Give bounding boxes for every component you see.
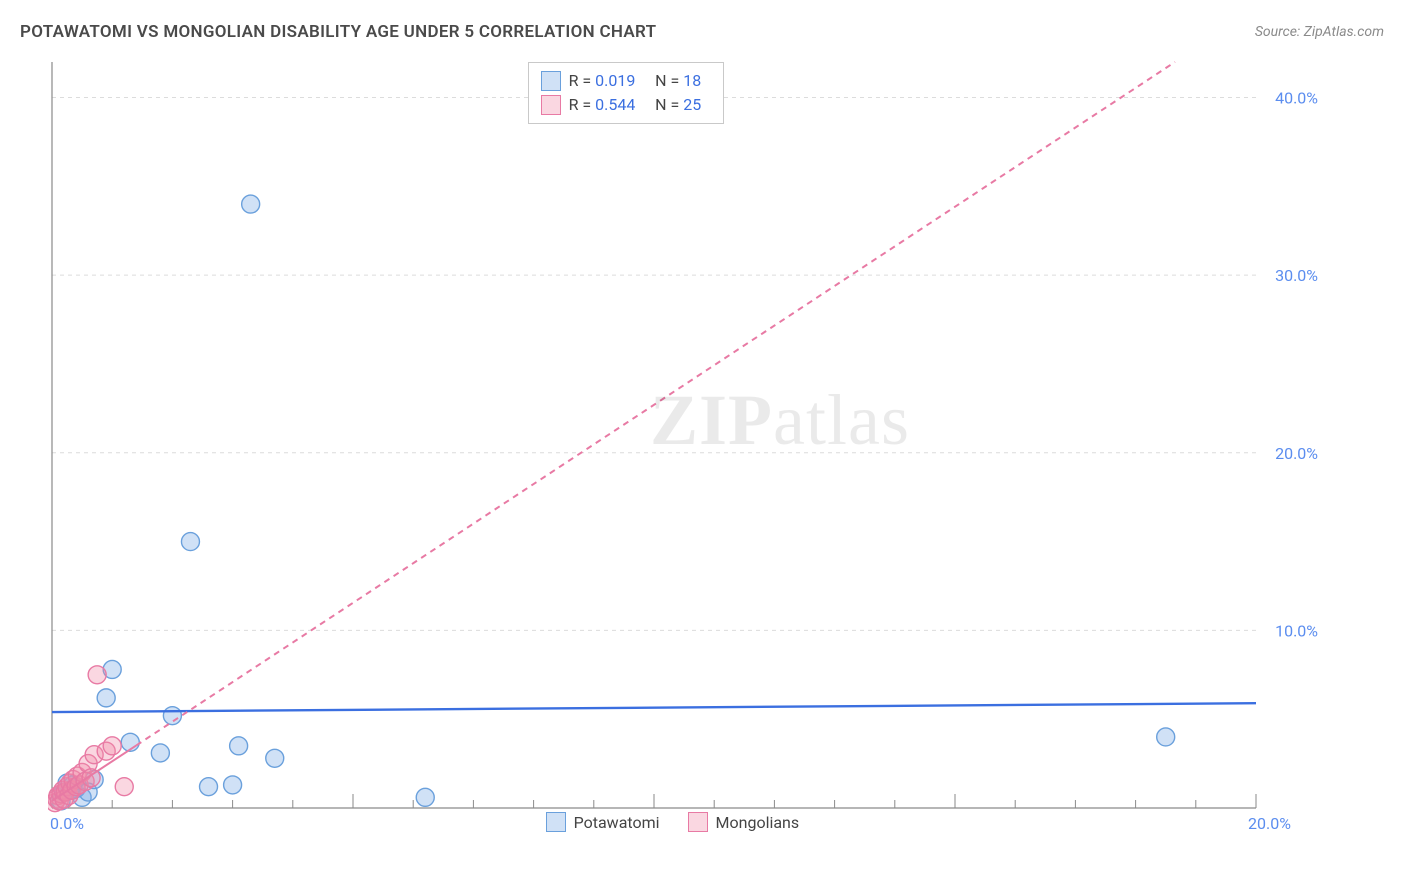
chart-container: POTAWATOMI VS MONGOLIAN DISABILITY AGE U… [0, 0, 1406, 892]
svg-text:30.0%: 30.0% [1275, 266, 1318, 285]
legend-stats: R = 0.544N = 25 [569, 93, 712, 117]
legend-stats: R = 0.019N = 18 [569, 69, 712, 93]
x-axis-origin-label: 0.0% [50, 814, 84, 833]
svg-text:20.0%: 20.0% [1275, 444, 1318, 463]
chart-title: POTAWATOMI VS MONGOLIAN DISABILITY AGE U… [20, 22, 656, 42]
blue-swatch-icon [546, 812, 566, 832]
blue-swatch-icon [541, 71, 561, 91]
legend-item-mongolians: Mongolians [688, 812, 800, 832]
legend-item-potawatomi: Potawatomi [546, 812, 660, 832]
pink-swatch-icon [688, 812, 708, 832]
svg-text:10.0%: 10.0% [1275, 621, 1318, 640]
svg-text:40.0%: 40.0% [1275, 89, 1318, 108]
legend-label: Potawatomi [574, 813, 660, 832]
legend-row: R = 0.019N = 18 [541, 69, 712, 93]
scatter-plot: 10.0% 20.0% 30.0% 40.0% [48, 58, 1328, 836]
correlation-legend: R = 0.019N = 18R = 0.544N = 25 [528, 62, 725, 124]
source-label: Source: ZipAtlas.com [1255, 24, 1384, 40]
legend-label: Mongolians [716, 813, 800, 832]
series-legend: Potawatomi Mongolians [546, 812, 800, 832]
pink-swatch-icon [541, 95, 561, 115]
x-axis-end-label: 20.0% [1248, 814, 1291, 833]
legend-row: R = 0.544N = 25 [541, 93, 712, 117]
